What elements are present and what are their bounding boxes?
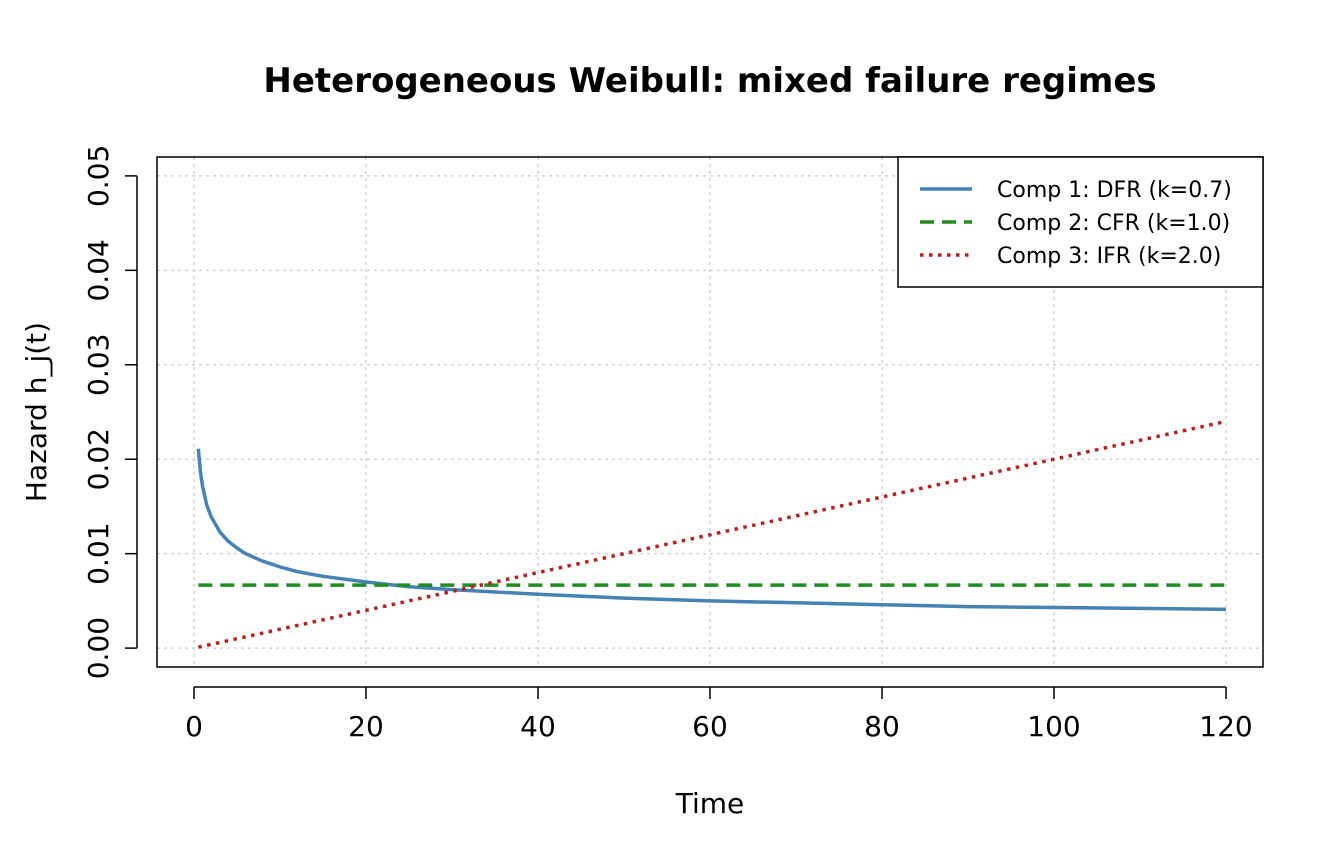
- x-tick-label: 100: [1027, 710, 1080, 743]
- legend-label-1: Comp 1: DFR (k=0.7): [997, 178, 1232, 203]
- y-tick-label: 0.01: [82, 522, 115, 584]
- x-tick-label: 120: [1199, 710, 1252, 743]
- series-line-3: [197, 419, 1227, 649]
- chart-title: Heterogeneous Weibull: mixed failure reg…: [263, 61, 1156, 101]
- plot-frame: [156, 156, 1264, 668]
- legend-label-3: Comp 3: IFR (k=2.0): [997, 244, 1221, 269]
- y-tick-label: 0.05: [82, 145, 115, 207]
- legend-items: Comp 1: DFR (k=0.7) Comp 2: CFR (k=1.0) Co…: [920, 178, 1232, 269]
- x-tick-label: 20: [348, 710, 384, 743]
- x-tick-label: 80: [864, 710, 900, 743]
- y-tick-label: 0.04: [82, 239, 115, 301]
- legend: Comp 1: DFR (k=0.7) Comp 2: CFR (k=1.0) Co…: [897, 156, 1264, 288]
- series-line-1: [196, 448, 1227, 612]
- x-tick-label: 0: [185, 710, 203, 743]
- x-tick-label: 60: [692, 710, 728, 743]
- y-tick-label: 0.02: [82, 428, 115, 490]
- x-axis: 0 20 40 60 80 100 120: [185, 686, 1253, 743]
- x-tick-label: 40: [520, 710, 556, 743]
- legend-label-2: Comp 2: CFR (k=1.0): [997, 211, 1230, 236]
- y-tick-label: 0.00: [82, 617, 115, 679]
- y-tick-label: 0.03: [82, 334, 115, 396]
- legend-box: [897, 156, 1264, 288]
- y-axis: 0.00 0.01 0.02 0.03 0.04 0.05: [82, 145, 138, 679]
- series-layer: [196, 419, 1227, 649]
- grid: [157, 157, 1263, 667]
- x-axis-label: Time: [675, 787, 745, 820]
- y-axis-label: Hazard h_j(t): [20, 322, 53, 502]
